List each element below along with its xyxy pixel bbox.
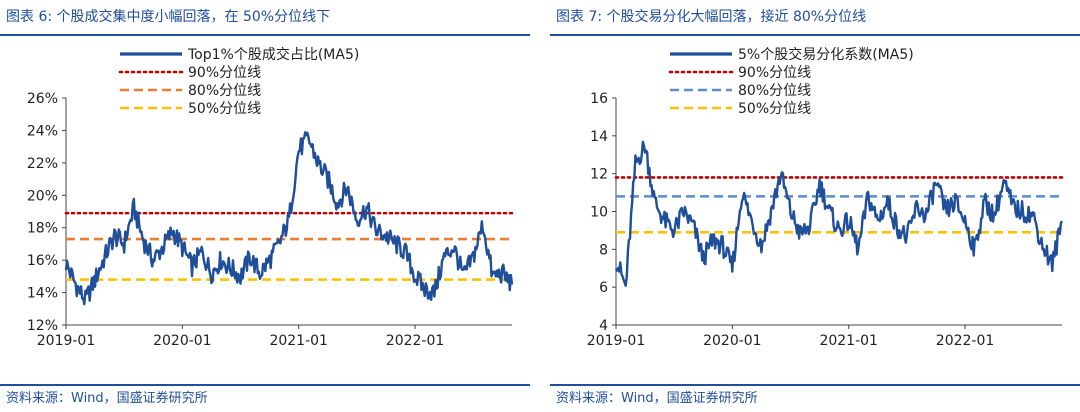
x-tick-label: 2020-01 [703,333,762,349]
title-rule [550,34,1080,36]
y-tick-label: 16% [27,253,58,269]
series-line [64,131,514,306]
source-rule [0,384,530,386]
y-tick-label: 12 [590,167,608,183]
x-tick-label: 2022-01 [386,333,445,349]
y-tick-label: 26% [27,91,58,107]
y-tick-label: 18% [27,221,58,237]
y-tick-label: 6 [599,280,608,296]
series-line [614,140,1064,287]
y-tick-label: 22% [27,156,58,172]
x-tick-label: 2020-01 [153,333,212,349]
y-tick-label: 14 [590,129,608,145]
legend-label: 5%个股交易分化系数(MA5) [738,46,914,63]
x-tick-label: 2021-01 [269,333,328,349]
chart-panel-left: 图表 6: 个股成交集中度小幅回落，在 50%分位线下 26% 24% 22% 20%… [0,0,530,412]
legend-label: 80%分位线 [738,83,811,99]
y-tick-label: 24% [27,123,58,139]
legend-label: 50%分位线 [738,101,811,117]
y-tick-label: 12% [27,318,58,334]
y-tick-label: 16 [590,91,608,107]
title-rule [0,34,530,36]
figure-title: 图表 6: 个股成交集中度小幅回落，在 50%分位线下 [6,9,331,25]
source-note: 资料来源：Wind，国盛证券研究所 [556,391,758,406]
y-tick-label: 8 [599,242,608,258]
y-tick-label: 10 [590,205,608,221]
source-note: 资料来源：Wind，国盛证券研究所 [6,391,208,406]
x-tick-label: 2021-01 [819,333,878,349]
chart-panel-right: 图表 7: 个股交易分化大幅回落，接近 80%分位线 16 14 12 10 8 6 4 20… [550,0,1080,412]
x-tick-label: 2022-01 [936,333,995,349]
y-tick-label: 20% [27,188,58,204]
legend-label: 50%分位线 [188,101,261,117]
legend-label: 90%分位线 [738,65,811,81]
figure-title: 图表 7: 个股交易分化大幅回落，接近 80%分位线 [556,9,867,25]
x-tick-label: 2019-01 [587,333,646,349]
x-tick-label: 2019-01 [37,333,96,349]
legend-label: 90%分位线 [188,65,261,81]
line-chart: 26% 24% 22% 20% 18% 16% 14% 12%2019-01 2020-01 20… [27,46,514,349]
y-tick-label: 14% [27,286,58,302]
legend-label: Top1%个股成交占比(MA5) [187,46,359,63]
legend-label: 80%分位线 [188,83,261,99]
source-rule [550,384,1080,386]
y-tick-label: 4 [599,318,608,334]
